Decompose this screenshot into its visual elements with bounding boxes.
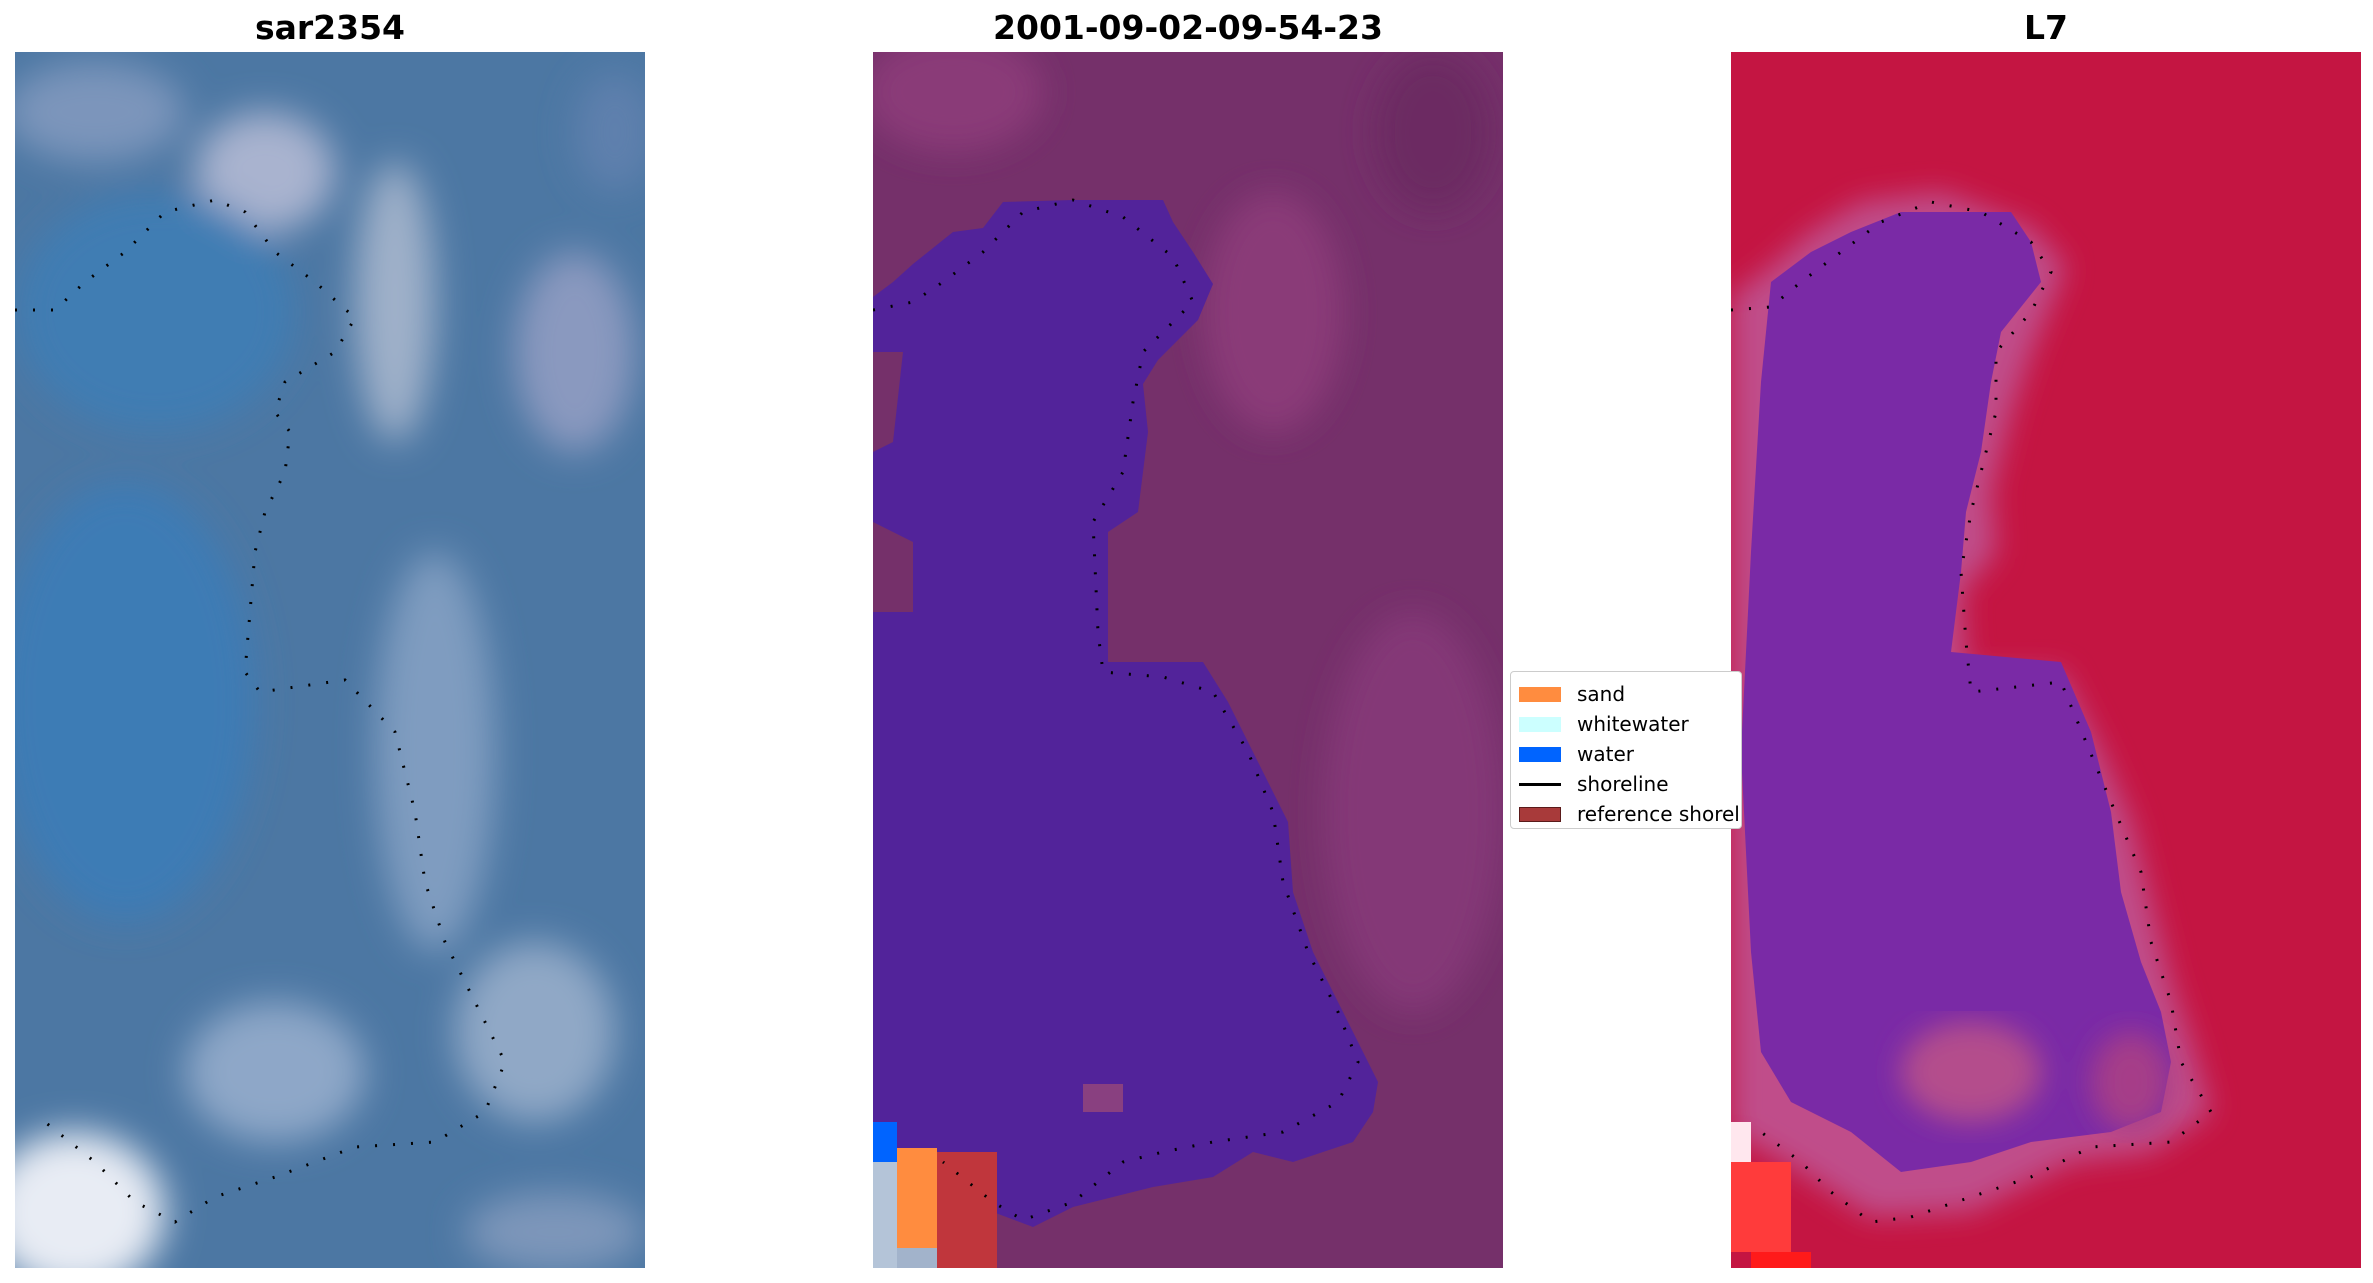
rgb-image-panel — [15, 52, 645, 1268]
legend-label-water: water — [1577, 742, 1634, 766]
rgb-image — [15, 52, 645, 1268]
legend-label-whitewater: whitewater — [1577, 712, 1689, 736]
legend-label-sand: sand — [1577, 682, 1626, 706]
legend: sand whitewater water shoreline referenc… — [1510, 671, 1742, 829]
shoreline-line-icon — [1519, 782, 1561, 786]
panel-title-classified: 2001-09-02-09-54-23 — [993, 8, 1383, 47]
classified-image — [873, 52, 1503, 1268]
legend-item-shoreline: shoreline — [1519, 772, 1669, 796]
legend-label-shoreline: shoreline — [1577, 772, 1669, 796]
panel-title-rgb: sar2354 — [254, 8, 406, 47]
water-class-region — [873, 200, 1378, 1227]
whitewater-swatch-icon — [1519, 716, 1561, 732]
water-index-region — [1741, 212, 2171, 1172]
reference-shoreline-swatch-icon — [1519, 806, 1561, 822]
index-image-panel — [1731, 52, 2361, 1268]
legend-item-reference-shoreline: reference shoreline — [1519, 802, 1741, 826]
water-swatch-icon — [1519, 746, 1561, 762]
legend-item-water: water — [1519, 742, 1634, 766]
legend-item-whitewater: whitewater — [1519, 712, 1689, 736]
panel-title-index: L7 — [2024, 8, 2068, 47]
index-image — [1731, 52, 2361, 1268]
shoreline-rgb — [15, 198, 507, 1224]
classified-image-panel — [873, 52, 1503, 1268]
shoreline-index — [1731, 200, 2213, 1224]
sand-swatch-icon — [1519, 686, 1561, 702]
legend-item-sand: sand — [1519, 682, 1625, 706]
legend-label-reference-shoreline: reference shoreline — [1577, 802, 1741, 826]
